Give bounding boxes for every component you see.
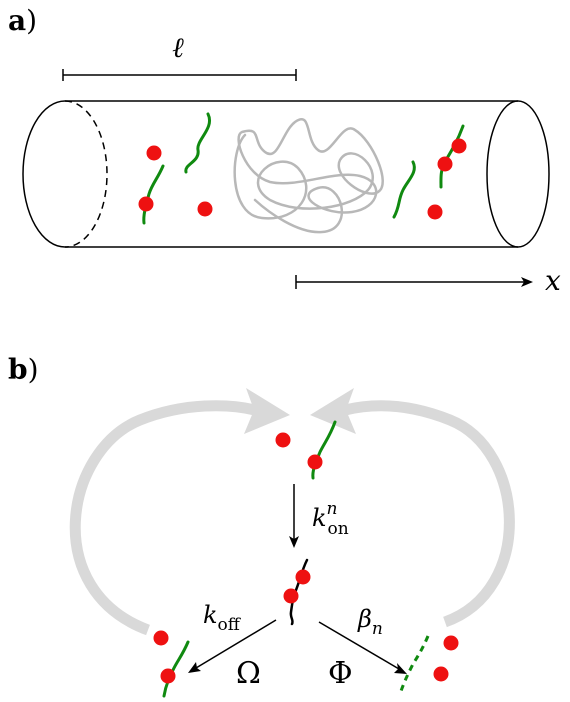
beta-base: β [357, 605, 372, 633]
red-particle-center-upper [295, 569, 311, 585]
red-particle [427, 204, 443, 220]
k-on-arrow [289, 484, 299, 548]
cycle-arrow-left [69, 400, 257, 636]
red-particle-bottom-right-upper [443, 635, 459, 651]
green-strand [392, 160, 416, 219]
red-particle [146, 145, 162, 161]
red-particles-a [138, 138, 467, 220]
green-strand [184, 112, 211, 174]
beta-arrow [318, 621, 407, 674]
red-particle [451, 138, 467, 154]
cylinder-right-cap [486, 100, 550, 248]
panel-a-label: a) [8, 4, 37, 37]
k-off-subscript: off [218, 615, 242, 635]
red-particle [197, 201, 213, 217]
length-symbol: ℓ [172, 31, 184, 64]
panel-a-paren: ) [26, 4, 37, 37]
green-strand-dashed-bottom-right [398, 635, 430, 695]
cycle-arrow-right-head [310, 388, 356, 434]
red-particle-bottom-left-free [153, 630, 169, 646]
beta-label: βn [357, 605, 383, 639]
omega-symbol: Ω [236, 656, 261, 691]
panel-b-label: b) [8, 353, 39, 386]
polymer-coil [233, 118, 384, 234]
k-on-base: k [312, 504, 327, 532]
green-strand [142, 164, 165, 225]
cylinder-left-cap-back [64, 100, 108, 248]
k-off-label: koff [203, 601, 242, 635]
panel-b: b) kn on koff [8, 353, 515, 698]
red-particle-bottom-left-bound [160, 668, 176, 684]
cycle-arrow-left-head [244, 388, 290, 434]
panel-b-paren: ) [28, 353, 39, 386]
k-off-base: k [203, 601, 218, 629]
red-particle-center-lower [283, 588, 299, 604]
k-on-label: kn on [312, 499, 349, 539]
k-on-superscript: n [327, 499, 338, 519]
length-scale-bar [62, 69, 297, 81]
red-particle [138, 196, 154, 212]
green-strands-a [142, 112, 465, 225]
x-axis-symbol: x [545, 264, 561, 297]
phi-symbol: Φ [328, 656, 353, 691]
panel-a-letter: a [8, 4, 26, 37]
red-particle [437, 156, 453, 172]
cycle-arrow-right [343, 400, 515, 628]
red-particle-top-bound [307, 454, 323, 470]
x-axis-arrow [295, 275, 533, 289]
panel-a: a) ℓ [8, 4, 561, 297]
beta-subscript: n [372, 619, 383, 639]
panel-b-letter: b [8, 353, 28, 386]
cylinder-left-cap-front [22, 100, 66, 248]
cylinder [22, 100, 550, 248]
red-particle-bottom-right-lower [433, 666, 449, 682]
red-particle-top-free [275, 432, 291, 448]
k-off-arrow [188, 619, 277, 673]
k-on-subscript: on [328, 519, 349, 539]
green-strand-bottom-left [162, 640, 190, 698]
cycle-arrows [69, 388, 515, 636]
green-strand [439, 124, 465, 189]
green-strand-top [311, 420, 337, 480]
